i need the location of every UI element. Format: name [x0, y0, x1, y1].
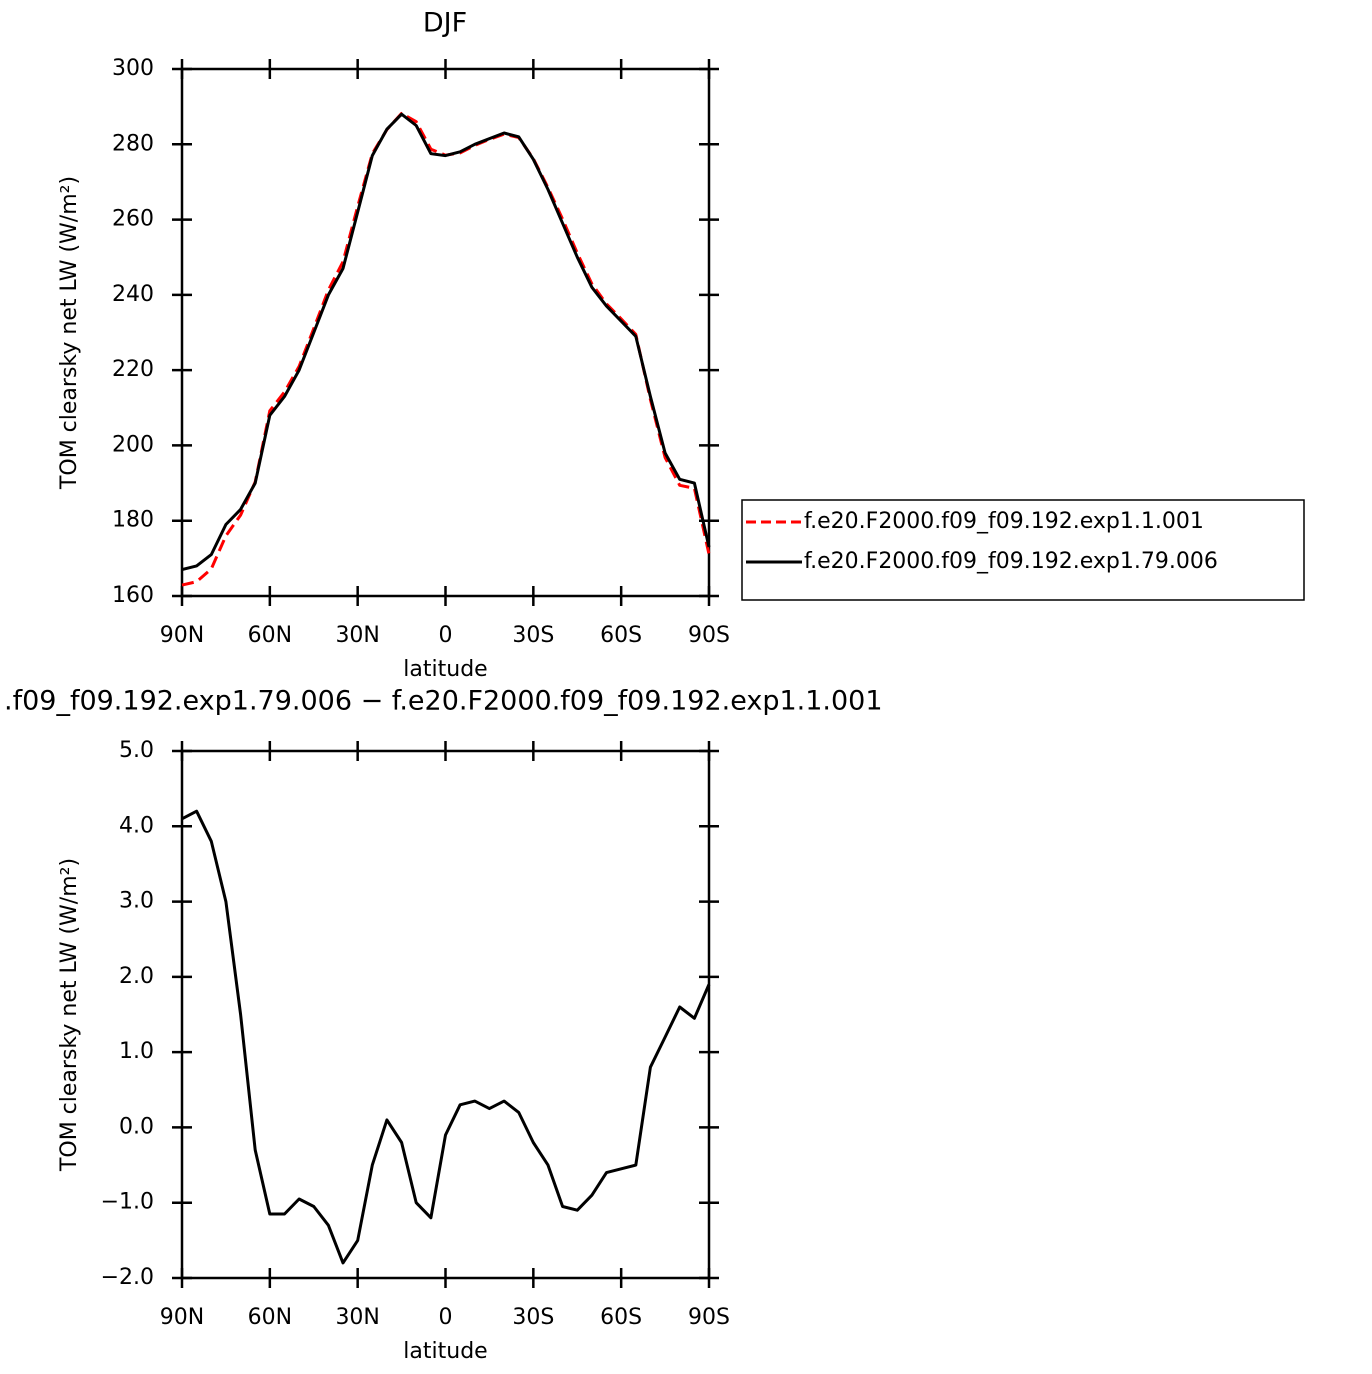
x-tick-label: 60S	[600, 623, 642, 648]
y-tick-label: 220	[112, 357, 154, 382]
x-tick-label: 30N	[335, 1305, 379, 1330]
line-series	[181, 809, 711, 1265]
y-tick-label: −1.0	[101, 1190, 154, 1215]
x-tick-label: 90S	[688, 1305, 730, 1330]
x-tick-label: 60N	[248, 1305, 292, 1330]
plot-frame	[180, 67, 711, 598]
x-tick-label: 30S	[512, 623, 554, 648]
chart-title: .f09_f09.192.exp1.79.006 − f.e20.F2000.f…	[4, 686, 883, 717]
y-tick-label: 260	[112, 207, 154, 232]
legend-label: f.e20.F2000.f09_f09.192.exp1.79.006	[804, 549, 1218, 574]
y-tick-label: 3.0	[119, 889, 154, 914]
plot-frame	[180, 749, 711, 1280]
y-tick-label: 200	[112, 432, 154, 457]
x-tick-label: 0	[439, 623, 453, 648]
y-axis-label: TOM clearsky net LW (W/m²)	[57, 858, 82, 1172]
y-tick-label: 0.0	[119, 1114, 154, 1139]
y-tick-label: 300	[112, 56, 154, 81]
x-tick-label: 90N	[160, 1305, 204, 1330]
x-tick-label: 0	[439, 1305, 453, 1330]
y-tick-label: 180	[112, 508, 154, 533]
y-tick-label: 1.0	[119, 1039, 154, 1064]
x-axis-label: latitude	[403, 657, 487, 682]
y-tick-label: 160	[112, 583, 154, 608]
x-tick-label: 30S	[512, 1305, 554, 1330]
line-series	[181, 112, 711, 572]
x-tick-label: 90N	[160, 623, 204, 648]
y-tick-label: 5.0	[119, 738, 154, 763]
legend-label: f.e20.F2000.f09_f09.192.exp1.1.001	[804, 509, 1204, 534]
y-tick-label: 4.0	[119, 813, 154, 838]
y-tick-label: 2.0	[119, 964, 154, 989]
line-series	[181, 111, 711, 587]
x-tick-label: 60N	[248, 623, 292, 648]
y-tick-label: 240	[112, 282, 154, 307]
x-axis-label: latitude	[403, 1339, 487, 1364]
x-tick-label: 90S	[688, 623, 730, 648]
y-axis-label: TOM clearsky net LW (W/m²)	[57, 176, 82, 490]
y-tick-label: 280	[112, 131, 154, 156]
chart-title: DJF	[423, 8, 467, 39]
legend-frame	[741, 499, 1305, 601]
x-tick-label: 60S	[600, 1305, 642, 1330]
y-tick-label: −2.0	[101, 1265, 154, 1290]
x-tick-label: 30N	[335, 623, 379, 648]
